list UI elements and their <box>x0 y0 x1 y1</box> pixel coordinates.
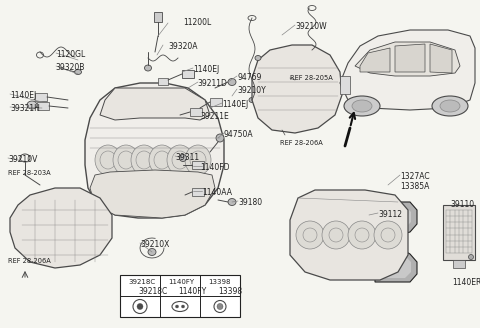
Polygon shape <box>340 30 475 110</box>
Text: 39218C: 39218C <box>128 279 155 285</box>
Ellipse shape <box>344 96 380 116</box>
Ellipse shape <box>352 100 372 112</box>
Polygon shape <box>252 45 342 133</box>
Ellipse shape <box>216 134 224 142</box>
Text: REF 28-205A: REF 28-205A <box>290 75 333 81</box>
Bar <box>340 76 350 94</box>
Text: 39210W: 39210W <box>295 22 326 31</box>
Text: 1140FD: 1140FD <box>200 163 229 172</box>
Ellipse shape <box>180 154 187 161</box>
Ellipse shape <box>113 145 139 175</box>
Bar <box>182 70 194 78</box>
Text: 39311: 39311 <box>175 153 199 162</box>
Text: 39110: 39110 <box>450 200 474 209</box>
Ellipse shape <box>296 221 324 249</box>
Text: REF 28-206A: REF 28-206A <box>280 140 323 146</box>
Ellipse shape <box>185 145 211 175</box>
Bar <box>453 260 465 268</box>
Ellipse shape <box>432 96 468 116</box>
Ellipse shape <box>228 198 236 206</box>
Text: 13398: 13398 <box>218 287 242 296</box>
Bar <box>192 188 204 196</box>
Text: 1140FY: 1140FY <box>168 279 194 285</box>
Ellipse shape <box>176 305 179 308</box>
Text: 1140EJ: 1140EJ <box>10 91 36 100</box>
Text: 1140EJ: 1140EJ <box>193 65 219 74</box>
Bar <box>443 205 475 260</box>
Polygon shape <box>430 44 452 73</box>
Polygon shape <box>395 44 425 72</box>
Text: 39321H: 39321H <box>10 104 40 113</box>
Ellipse shape <box>131 145 157 175</box>
Ellipse shape <box>95 145 121 175</box>
Ellipse shape <box>468 255 473 259</box>
Text: 94769: 94769 <box>237 73 262 82</box>
Text: 39320B: 39320B <box>55 63 84 72</box>
Bar <box>154 12 162 22</box>
Text: 39320A: 39320A <box>168 42 197 51</box>
Ellipse shape <box>374 221 402 249</box>
Polygon shape <box>85 83 224 218</box>
Bar <box>120 275 240 317</box>
Text: 39180: 39180 <box>238 198 262 207</box>
Text: 1140FY: 1140FY <box>178 287 206 296</box>
Ellipse shape <box>440 100 460 112</box>
Ellipse shape <box>228 78 236 86</box>
Text: REF 28-203A: REF 28-203A <box>8 170 50 176</box>
Text: 1140ER: 1140ER <box>452 278 480 287</box>
Text: 1120GL: 1120GL <box>56 50 85 59</box>
Bar <box>158 78 168 85</box>
Text: 39211E: 39211E <box>200 112 229 121</box>
Text: 13385A: 13385A <box>400 182 430 191</box>
Polygon shape <box>290 190 408 280</box>
Bar <box>35 93 47 101</box>
Ellipse shape <box>144 65 152 71</box>
Ellipse shape <box>74 70 82 74</box>
Polygon shape <box>379 206 411 278</box>
Ellipse shape <box>255 55 261 60</box>
Ellipse shape <box>181 305 184 308</box>
Ellipse shape <box>148 249 156 256</box>
Text: 1327AC: 1327AC <box>400 172 430 181</box>
Ellipse shape <box>167 145 193 175</box>
Text: 39218C: 39218C <box>138 287 167 296</box>
Ellipse shape <box>27 101 37 109</box>
Text: 39210X: 39210X <box>140 240 169 249</box>
Text: 13398: 13398 <box>208 279 230 285</box>
Bar <box>37 102 49 110</box>
Text: 39210Y: 39210Y <box>237 86 266 95</box>
Ellipse shape <box>249 97 255 102</box>
Ellipse shape <box>149 145 175 175</box>
Bar <box>190 108 202 116</box>
Text: 11200L: 11200L <box>183 18 211 27</box>
Text: 1140AA: 1140AA <box>202 188 232 197</box>
Text: 39211D: 39211D <box>197 79 227 88</box>
Polygon shape <box>375 202 417 282</box>
Text: REF 28-206A: REF 28-206A <box>8 258 51 264</box>
Bar <box>192 161 204 169</box>
Bar <box>210 98 222 106</box>
Ellipse shape <box>217 303 223 310</box>
Polygon shape <box>90 170 215 218</box>
Ellipse shape <box>348 221 376 249</box>
Polygon shape <box>355 42 460 76</box>
Polygon shape <box>100 88 210 120</box>
Text: 39112: 39112 <box>378 210 402 219</box>
Polygon shape <box>360 48 390 72</box>
Ellipse shape <box>137 303 143 310</box>
Text: 39210V: 39210V <box>8 155 37 164</box>
Text: 94750A: 94750A <box>223 130 252 139</box>
Polygon shape <box>10 188 112 268</box>
Text: 1140EJ: 1140EJ <box>222 100 248 109</box>
Ellipse shape <box>322 221 350 249</box>
